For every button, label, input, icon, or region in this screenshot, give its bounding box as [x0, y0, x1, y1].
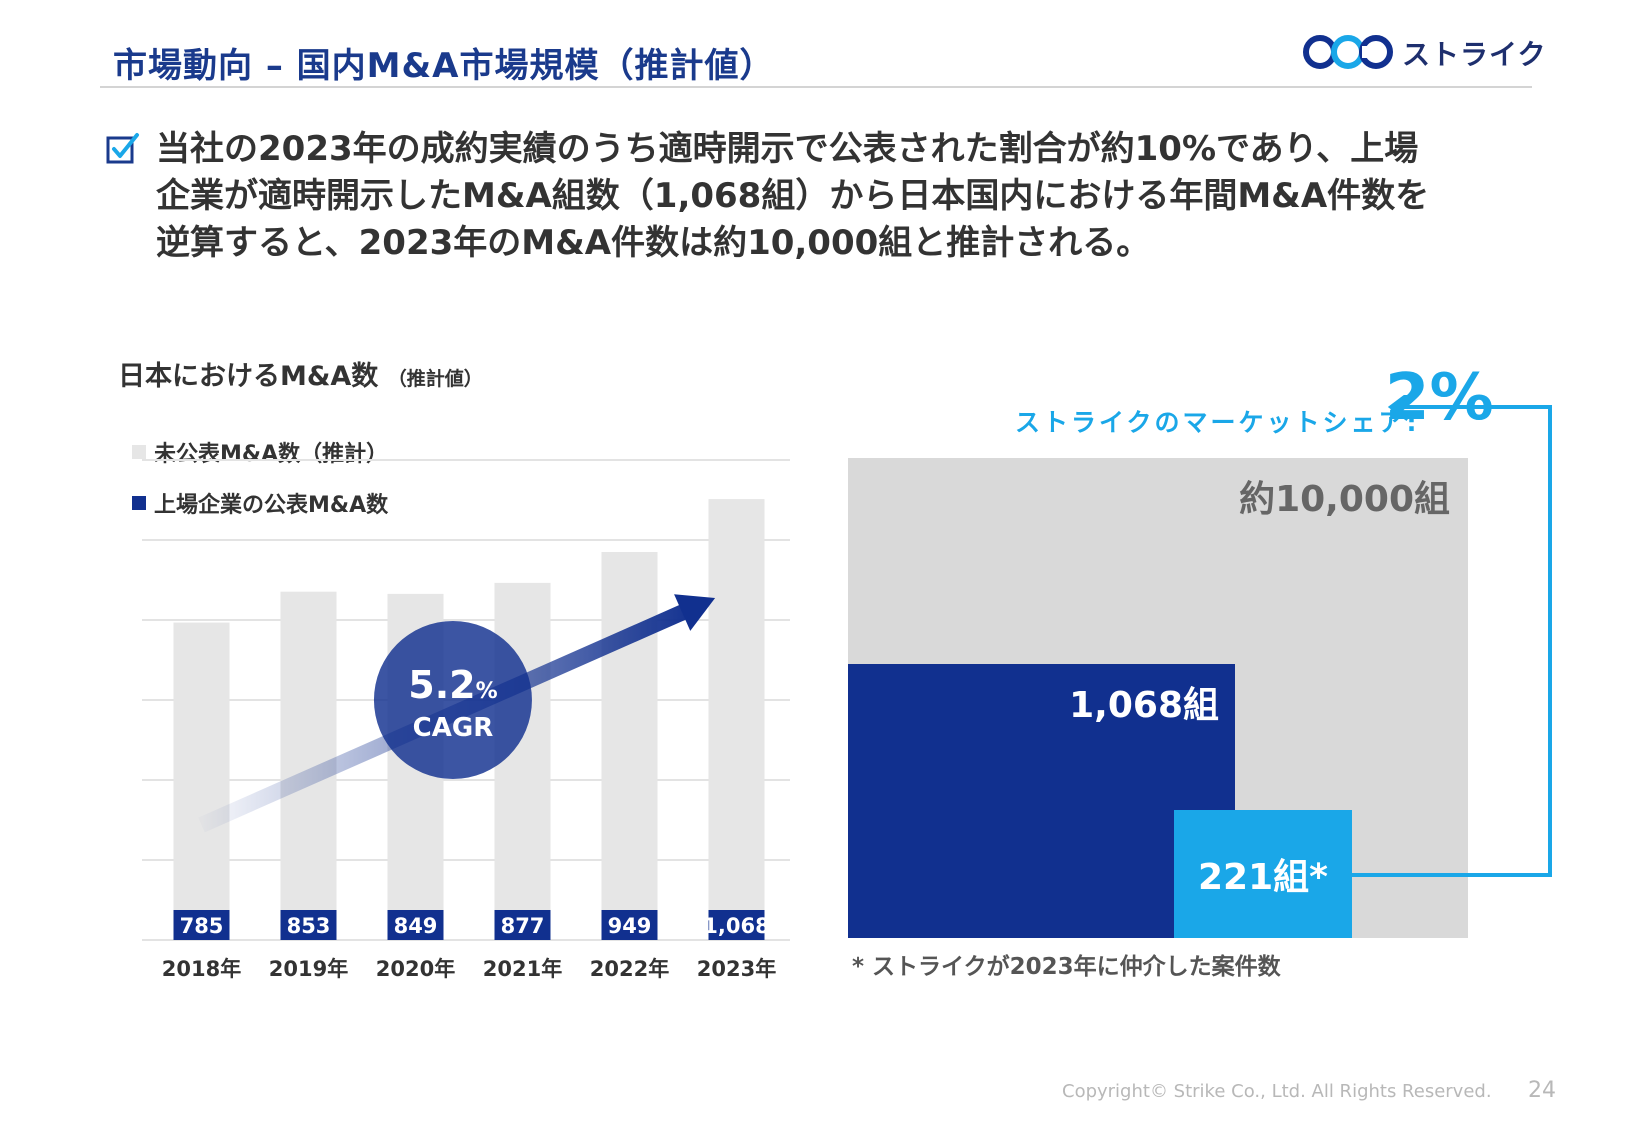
legend-label-listed: 上場企業の公表M&A数 — [154, 493, 389, 518]
bar-unlisted — [601, 552, 658, 910]
bar-listed — [494, 910, 551, 940]
bar-value-label: 949 — [608, 914, 652, 938]
listed-ma-box: 1,068組 — [848, 664, 1235, 938]
lead-line: 逆算すると、2023年のM&A件数は約10,000組と推計される。 — [156, 223, 1151, 263]
cagr-circle — [373, 621, 532, 779]
bar-value-label: 877 — [501, 914, 545, 938]
legend-listed: 上場企業の公表M&A数 — [132, 487, 388, 519]
legend-swatch-listed — [132, 496, 146, 510]
bar-listed — [387, 910, 444, 940]
bar-value-label: 853 — [287, 914, 331, 938]
x-tick-label: 2020年 — [376, 957, 455, 981]
market-share-label: ストライクのマーケットシェア: — [1015, 408, 1420, 437]
footnote: * ストライクが2023年に仲介した案件数 — [852, 954, 1281, 980]
legend-swatch-unlisted — [132, 445, 146, 459]
arrow-head-icon — [1387, 395, 1410, 421]
bar-unlisted — [280, 591, 337, 910]
chart-subtitle: （推計値） — [387, 368, 483, 390]
chart-title: 日本におけるM&A数 （推計値） — [118, 354, 483, 393]
lead-line: 企業が適時開示したM&A組数（1,068組）から日本国内における年間M&A件数を — [156, 176, 1430, 216]
title-divider — [100, 86, 1532, 88]
market-share-connector — [1352, 395, 1552, 877]
total-ma-label: 約10,000組 — [1239, 479, 1450, 520]
lead-statement: 当社の2023年の成約実績のうち適時開示で公表された割合が約10%であり、上場 … — [156, 126, 1526, 267]
x-tick-label: 2023年 — [697, 957, 776, 981]
bar-chart: 785 2018年 853 2019年 849 2020年 877 2021年 949 2022年… — [142, 459, 790, 981]
chart-title-text: 日本におけるM&A数 — [118, 361, 379, 392]
x-tick-label: 2018年 — [162, 957, 241, 981]
cagr-label: CAGR — [413, 713, 494, 743]
strike-deals-box: 221組* — [1174, 810, 1352, 938]
cagr-unit: % — [476, 679, 498, 704]
checkbox-icon — [106, 132, 140, 170]
page-number: 24 — [1528, 1078, 1556, 1103]
bar-listed — [601, 910, 658, 940]
x-tick-label: 2021年 — [483, 957, 562, 981]
bar-value-label: 785 — [180, 914, 224, 938]
bar-value-label: 1,068 — [703, 914, 769, 938]
bar-listed — [280, 910, 337, 940]
strike-deals-label: 221組* — [1198, 857, 1328, 898]
copyright: Copyright© Strike Co., Ltd. All Rights R… — [1062, 1081, 1492, 1102]
bar-value-label: 849 — [394, 914, 438, 938]
bar-listed — [173, 910, 230, 940]
page-title: 市場動向 – 国内M&A市場規模（推計値） — [113, 46, 775, 86]
listed-ma-label: 1,068組 — [1069, 685, 1219, 726]
bar-unlisted — [708, 499, 765, 910]
strike-logo-icon — [1303, 35, 1393, 69]
bar-unlisted — [173, 622, 230, 910]
bar-listed — [708, 910, 765, 940]
lead-line: 当社の2023年の成約実績のうち適時開示で公表された割合が約10%であり、上場 — [156, 129, 1419, 169]
legend-label-unlisted: 未公表M&A数（推計） — [154, 442, 389, 467]
x-tick-label: 2019年 — [269, 957, 348, 981]
x-tick-label: 2022年 — [590, 957, 669, 981]
legend-unlisted: 未公表M&A数（推計） — [132, 436, 388, 468]
logo-text: ストライク — [1402, 38, 1547, 71]
arrow-head-icon — [674, 594, 716, 631]
